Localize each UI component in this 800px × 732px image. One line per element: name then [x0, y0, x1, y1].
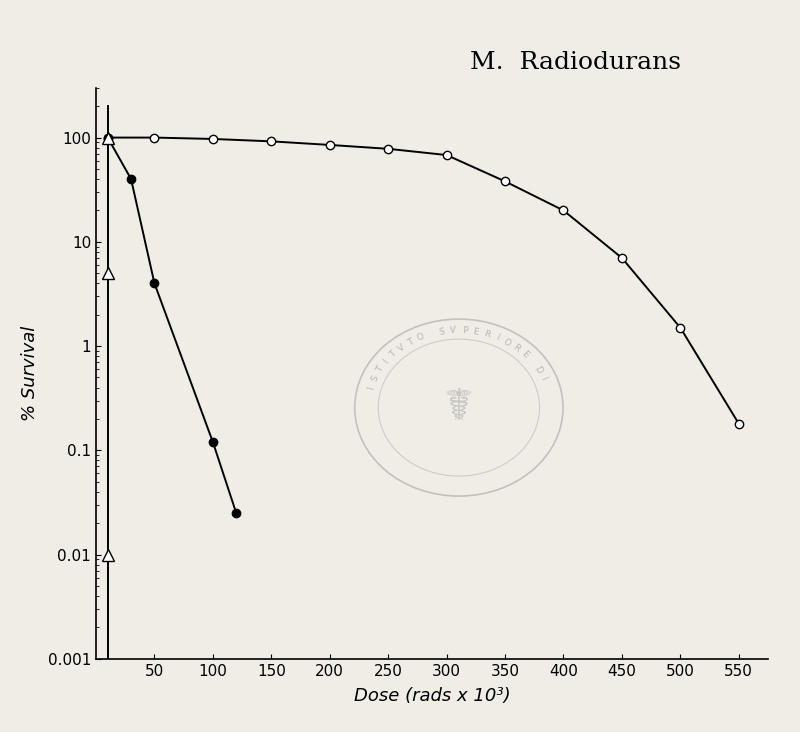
Text: E: E — [472, 327, 479, 337]
Text: O: O — [415, 332, 426, 343]
Text: T: T — [406, 337, 415, 348]
Text: M.  Radiodurans: M. Radiodurans — [470, 51, 682, 74]
Text: S: S — [438, 327, 446, 337]
Text: R: R — [511, 343, 522, 354]
Text: I: I — [382, 358, 390, 365]
Text: E: E — [519, 349, 530, 359]
Text: I: I — [494, 333, 500, 343]
Text: I: I — [538, 376, 547, 381]
Text: ☤: ☤ — [444, 386, 474, 429]
Text: V: V — [396, 343, 406, 354]
Text: R: R — [482, 329, 491, 340]
Y-axis label: % Survival: % Survival — [22, 326, 39, 421]
X-axis label: Dose (rads x 10³): Dose (rads x 10³) — [354, 687, 510, 705]
Text: T: T — [374, 365, 385, 375]
Text: D: D — [532, 365, 544, 375]
Text: T: T — [388, 349, 398, 359]
Text: S: S — [370, 374, 380, 383]
Text: I: I — [366, 385, 376, 390]
Text: P: P — [462, 326, 467, 335]
Text: O: O — [502, 337, 513, 348]
Text: V: V — [450, 326, 457, 335]
